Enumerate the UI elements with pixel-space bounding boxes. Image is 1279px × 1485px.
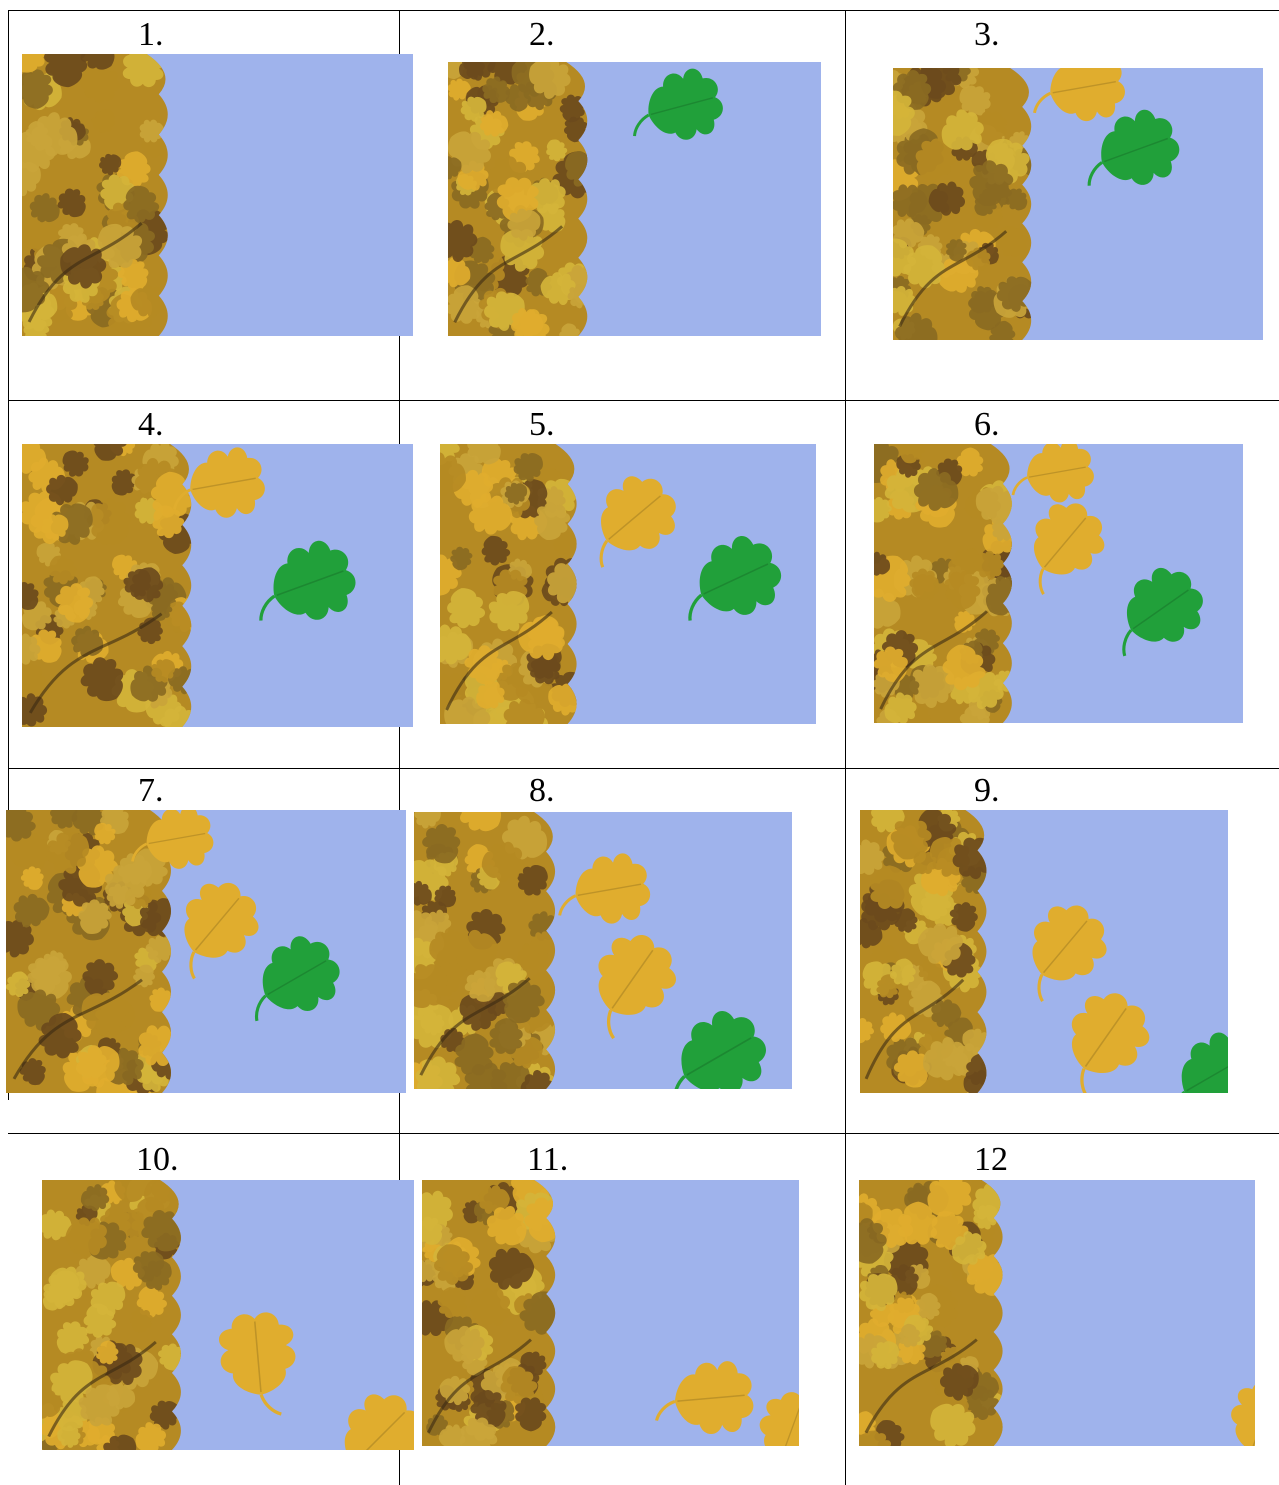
row-divider-2 <box>8 768 1279 769</box>
photo-svg <box>874 444 1243 723</box>
photo-svg <box>893 68 1263 340</box>
green-paper-leaf <box>1122 567 1203 657</box>
photo-svg <box>22 444 413 727</box>
photo-svg <box>6 810 406 1093</box>
yellow-paper-leaf <box>759 1392 799 1446</box>
green-paper-leaf <box>255 936 340 1022</box>
yellow-paper-leaf <box>1071 993 1150 1093</box>
column-divider-2 <box>845 10 846 1485</box>
photo-svg <box>859 1180 1255 1446</box>
green-paper-leaf <box>688 536 782 621</box>
yellow-paper-leaf <box>131 810 214 869</box>
animation-frame-photo <box>22 54 413 336</box>
cell-label: 12 <box>974 1141 1008 1178</box>
table-border-top <box>8 10 1279 11</box>
autumn-tree-cutout <box>22 444 192 727</box>
autumn-tree-cutout <box>893 68 1032 340</box>
animation-frame-photo <box>42 1180 414 1450</box>
column-divider-1 <box>399 10 400 1485</box>
yellow-paper-leaf <box>1231 1381 1255 1446</box>
photo-svg <box>860 810 1228 1093</box>
green-paper-leaf <box>672 1011 766 1089</box>
autumn-tree-cutout <box>860 810 987 1093</box>
green-paper-leaf <box>633 68 723 140</box>
autumn-tree-cutout <box>6 810 171 1093</box>
animation-frame-photo <box>22 444 413 727</box>
photo-svg <box>440 444 816 724</box>
table-border-left <box>8 10 9 1100</box>
photo-svg <box>448 62 821 336</box>
autumn-tree-cutout <box>859 1180 1003 1446</box>
green-paper-leaf <box>1087 109 1180 186</box>
cell-label: 5. <box>529 406 555 443</box>
animation-frame-photo <box>440 444 816 724</box>
yellow-paper-leaf <box>1033 68 1125 122</box>
animation-frame-photo <box>448 62 821 336</box>
cell-label: 2. <box>529 16 555 53</box>
yellow-paper-leaf <box>599 476 676 568</box>
yellow-paper-leaf <box>558 853 651 924</box>
autumn-tree-cutout <box>414 812 556 1089</box>
animation-frame-photo <box>893 68 1263 340</box>
yellow-paper-leaf <box>184 882 259 980</box>
yellow-paper-leaf <box>344 1394 414 1450</box>
cell-label: 10. <box>136 1141 179 1178</box>
autumn-tree-cutout <box>440 444 577 724</box>
row-divider-1 <box>8 400 1279 401</box>
photo-svg <box>414 812 792 1089</box>
green-paper-leaf <box>259 540 356 621</box>
cell-label: 9. <box>974 772 1000 809</box>
cell-label: 1. <box>138 16 164 53</box>
animation-frame-photo <box>414 812 792 1089</box>
autumn-tree-cutout <box>22 54 168 336</box>
yellow-paper-leaf <box>1011 444 1094 503</box>
cell-label: 11. <box>527 1141 569 1178</box>
cell-label: 4. <box>138 406 164 443</box>
animation-frame-photo <box>422 1180 799 1446</box>
cell-label: 6. <box>974 406 1000 443</box>
autumn-tree-cutout <box>422 1180 556 1446</box>
animation-frame-photo <box>874 444 1243 723</box>
yellow-paper-leaf <box>655 1361 754 1435</box>
cell-label: 8. <box>529 772 555 809</box>
yellow-paper-leaf <box>172 447 265 518</box>
yellow-paper-leaf <box>598 935 677 1040</box>
cell-label: 7. <box>138 772 164 809</box>
animation-frame-photo <box>6 810 406 1093</box>
autumn-tree-cutout <box>874 444 1012 723</box>
cell-label: 3. <box>974 16 1000 53</box>
yellow-paper-leaf <box>1033 503 1105 595</box>
photo-svg <box>422 1180 799 1446</box>
animation-frame-photo <box>859 1180 1255 1446</box>
autumn-tree-cutout <box>42 1180 181 1450</box>
autumn-tree-cutout <box>448 62 588 336</box>
animation-frame-photo <box>860 810 1228 1093</box>
row-divider-3 <box>8 1133 1279 1134</box>
green-paper-leaf <box>1173 1032 1228 1093</box>
yellow-paper-leaf <box>1032 905 1107 1002</box>
photo-svg <box>22 54 413 336</box>
yellow-paper-leaf <box>219 1312 296 1416</box>
photo-svg <box>42 1180 414 1450</box>
